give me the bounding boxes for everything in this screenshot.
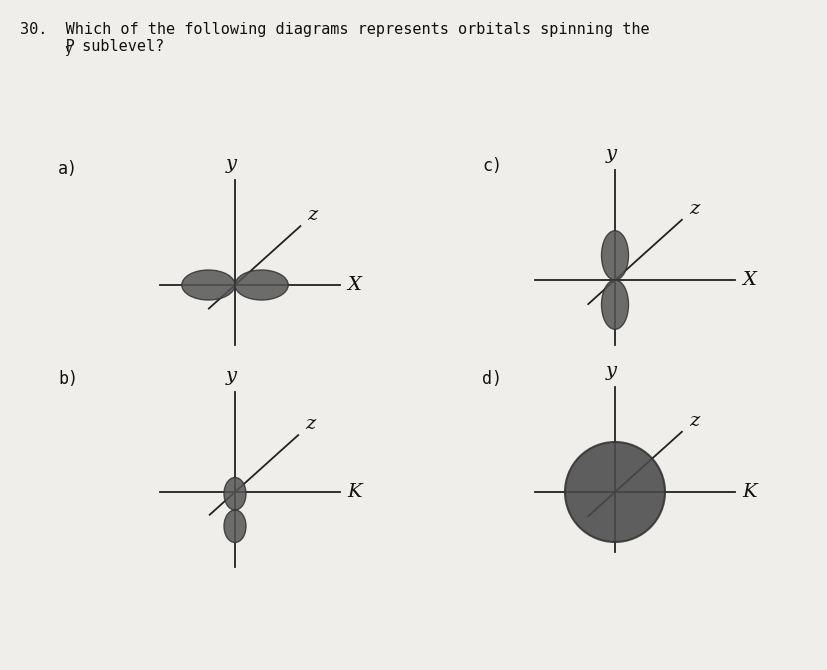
Text: y: y [64,43,71,56]
Text: X: X [741,271,755,289]
Text: 30.  Which of the following diagrams represents orbitals spinning the: 30. Which of the following diagrams repr… [20,22,649,37]
Text: z: z [307,206,318,224]
Text: d): d) [481,370,501,388]
Text: y: y [605,362,616,380]
Text: z: z [688,412,698,429]
Text: P: P [20,39,74,54]
Text: sublevel?: sublevel? [73,39,164,54]
Ellipse shape [182,270,235,300]
Text: K: K [741,483,756,501]
Ellipse shape [600,230,628,280]
Text: y: y [605,145,616,163]
Ellipse shape [600,280,628,329]
Text: K: K [347,483,361,501]
Text: X: X [347,276,361,294]
Ellipse shape [224,510,246,543]
Ellipse shape [224,478,246,510]
Text: a): a) [58,160,78,178]
Text: b): b) [58,370,78,388]
Text: y: y [225,367,237,385]
Text: c): c) [481,157,501,175]
Ellipse shape [235,270,288,300]
Text: y: y [225,155,237,173]
Circle shape [564,442,664,542]
Text: z: z [305,415,315,433]
Text: z: z [688,200,698,218]
